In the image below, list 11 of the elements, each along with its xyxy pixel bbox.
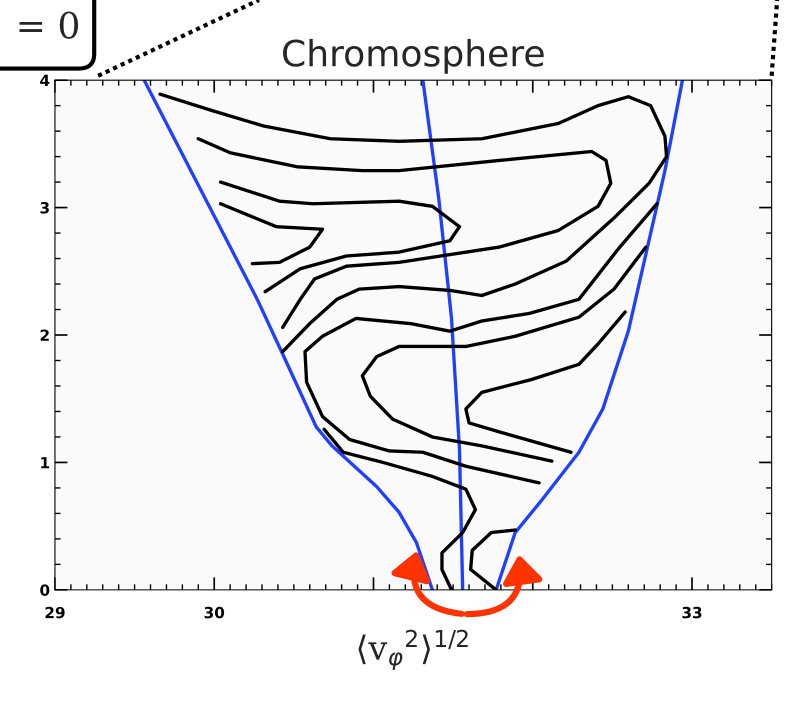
x-tick-label: 30 <box>204 606 224 618</box>
y-tick-label: 1 <box>41 457 50 468</box>
y-tick-label: 3 <box>40 202 49 214</box>
x-axis-title: ⟨v$_{φ}$$^{2}$⟩$^{1/2}$ <box>358 630 468 670</box>
chart-title: Chromosphere <box>283 38 544 74</box>
y-tick-label: 2 <box>40 329 49 341</box>
x-tick-label: 29 <box>46 606 65 618</box>
text: = 0 <box>20 11 78 39</box>
y-tick-label: 0 <box>40 584 50 596</box>
x-tick-label: 33 <box>682 606 702 618</box>
y-tick-label: 4 <box>40 74 50 86</box>
